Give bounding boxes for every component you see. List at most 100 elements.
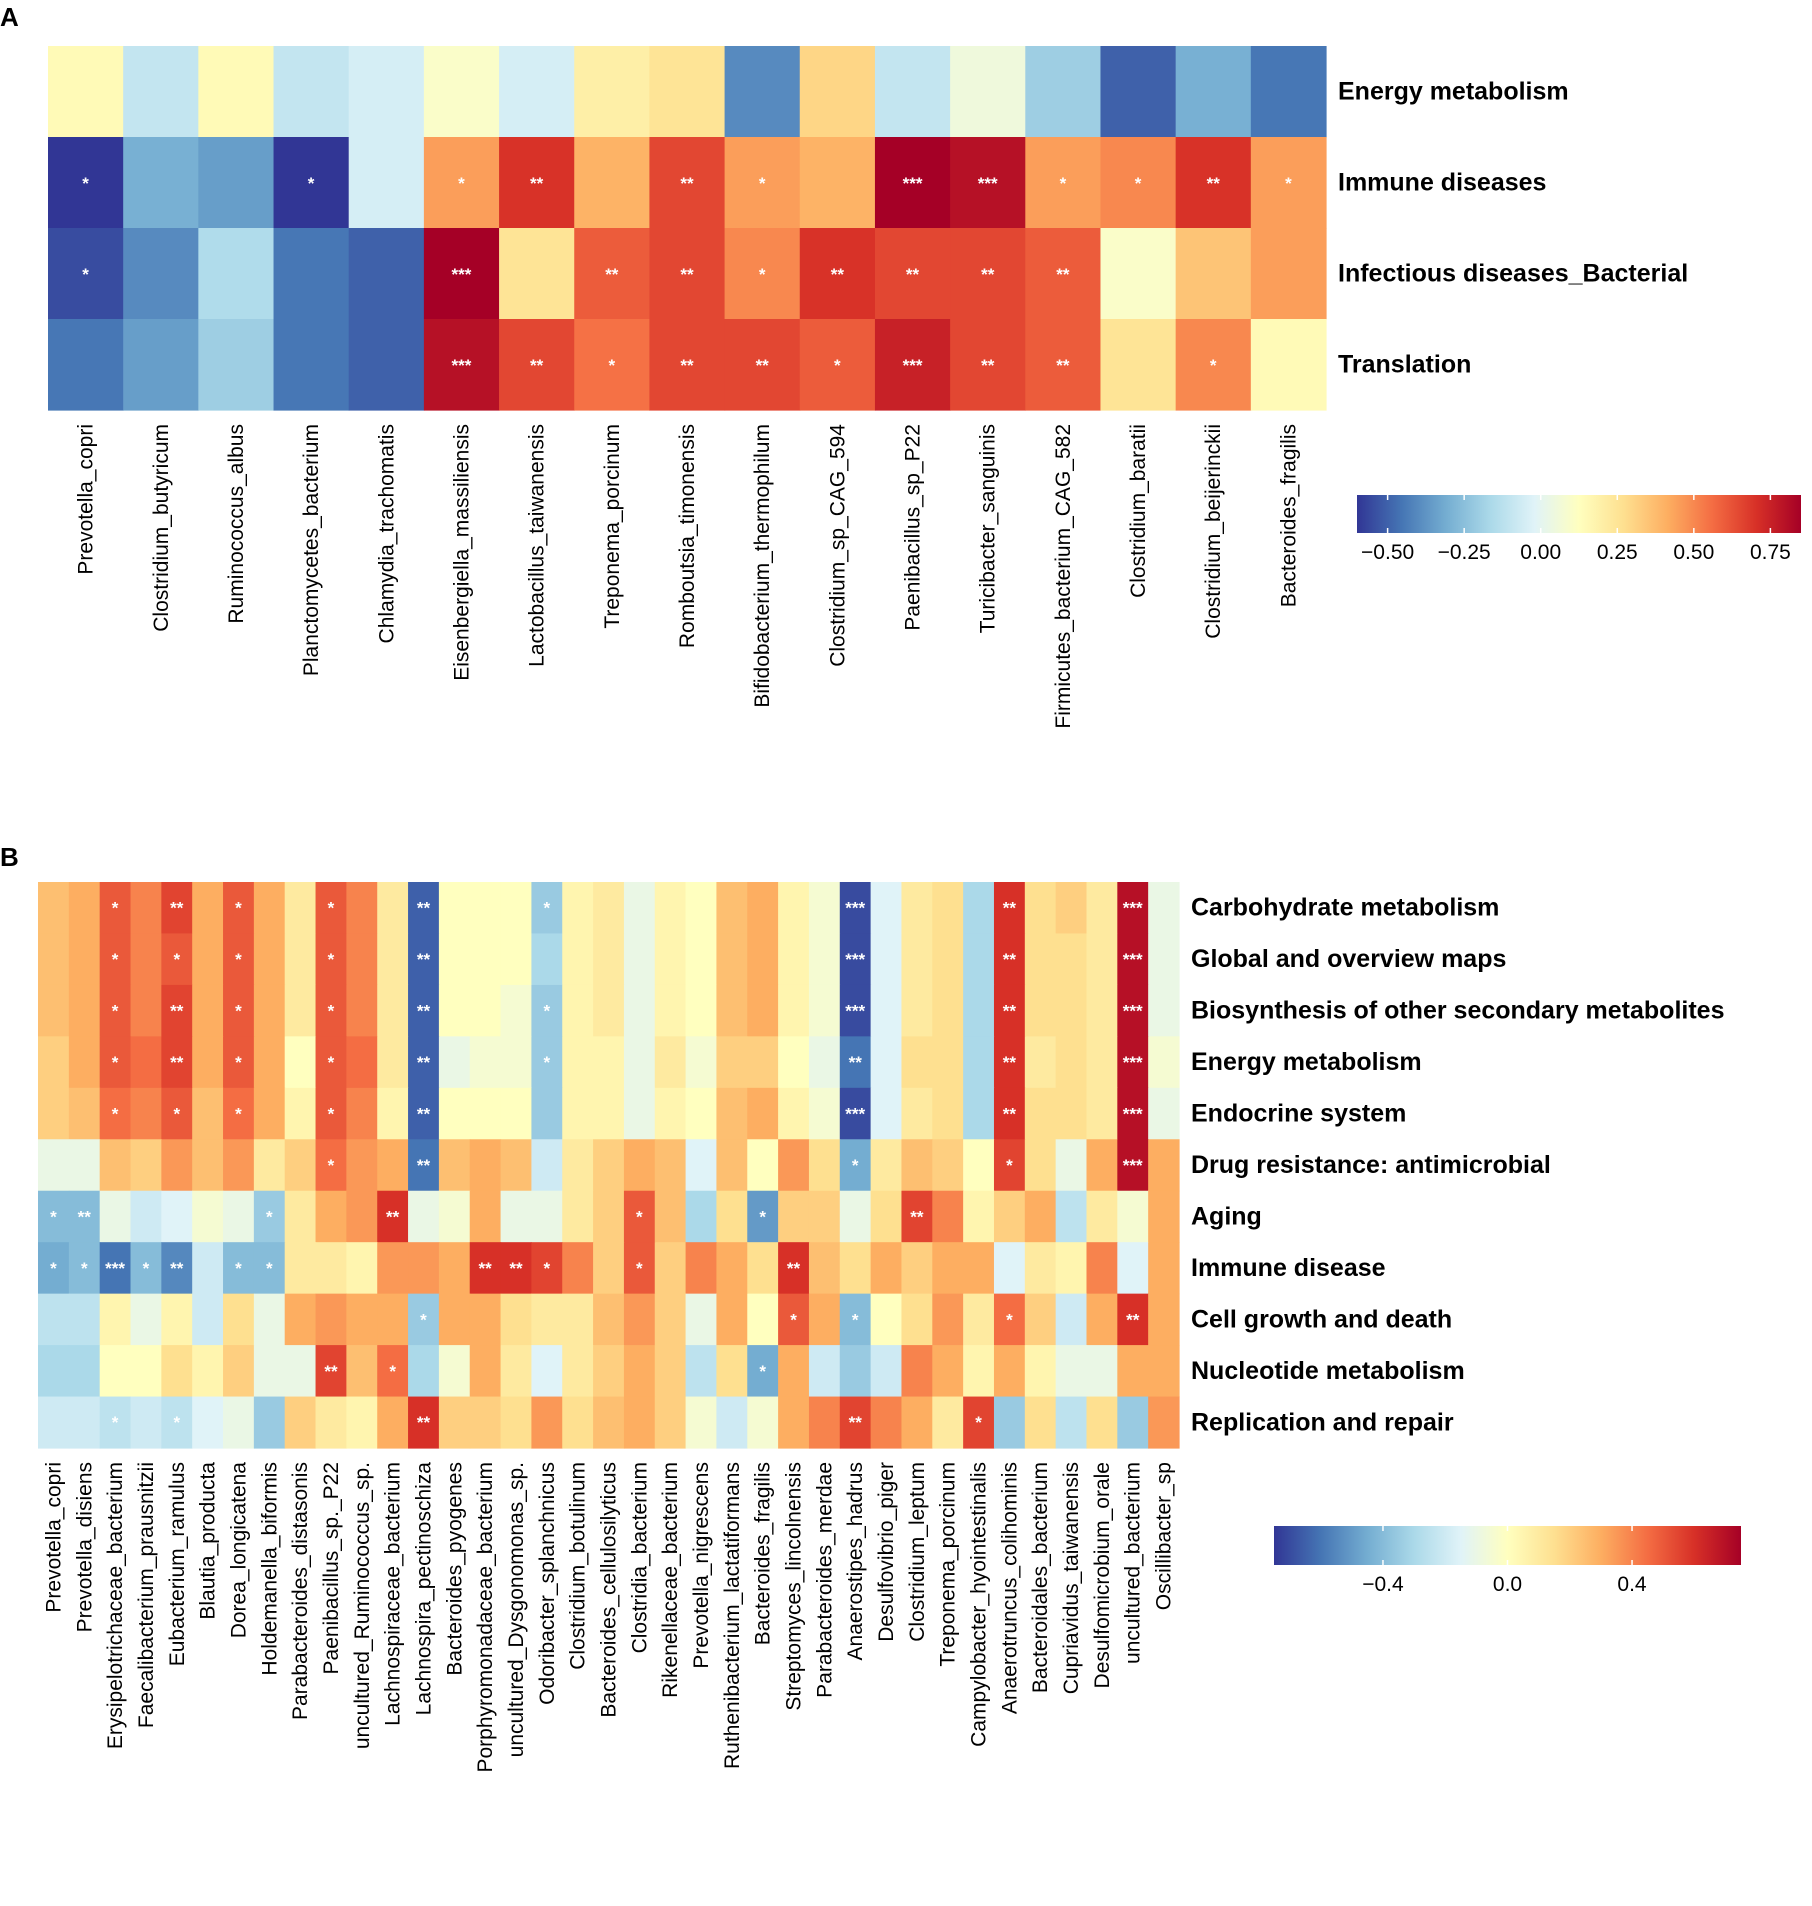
heatmap-cell-biosynthesis-of-other-secondary-metabolites-lachnospira-pectinoschiza bbox=[408, 984, 440, 1037]
heatmap-cell-aging-desulfovibrio-piger bbox=[870, 1190, 903, 1243]
significance-marker: * bbox=[389, 1362, 396, 1381]
heatmap-cell-nucleotide-metabolism-treponema-porcinum bbox=[932, 1345, 964, 1398]
heatmap-cell-drug-resistance-antimicrobial-holdemanella-biformis bbox=[253, 1139, 286, 1192]
heatmap-cell-drug-resistance-antimicrobial-campylobacter-hyointestinalis bbox=[963, 1139, 995, 1192]
column-label-rikenellaceae-bacterium: Rikenellaceae_bacterium bbox=[659, 1462, 682, 1698]
heatmap-cell-translation-clostridium-baratii bbox=[1100, 319, 1177, 411]
heatmap-cell-immune-diseases-lactobacillus-taiwanensis bbox=[499, 137, 575, 229]
significance-marker: * bbox=[235, 950, 242, 969]
heatmap-cell-global-and-overview-maps-uncultured-bacterium bbox=[1117, 933, 1149, 986]
heatmap-cell-cell-growth-and-death-rikenellaceae-bacterium bbox=[654, 1293, 687, 1346]
heatmap-cell-immune-diseases-eisenbergiella-massiliensis bbox=[423, 137, 500, 229]
heatmap-cell-aging-campylobacter-hyointestinalis bbox=[963, 1190, 995, 1243]
significance-marker: ** bbox=[530, 174, 544, 193]
heatmap-cell-replication-and-repair-oscillibacter-sp bbox=[1148, 1396, 1180, 1449]
heatmap-cell-energy-metabolism-eubacterium-ramulus bbox=[161, 1036, 193, 1089]
column-label-anaerotruncus-colihominis: Anaerotruncus_colihominis bbox=[998, 1462, 1021, 1714]
heatmap-cell-endocrine-system-faecalibacterium-prausnitzii bbox=[130, 1087, 162, 1140]
heatmap-cell-carbohydrate-metabolism-clostridia-bacterium bbox=[623, 882, 656, 935]
significance-marker: * bbox=[759, 265, 766, 284]
heatmap-cell-immune-disease-bacteroides-cellulosilyticus bbox=[593, 1242, 625, 1295]
heatmap-cell-nucleotide-metabolism-dorea-longicatena bbox=[223, 1345, 255, 1398]
column-label-oscillibacter-sp: Oscillibacter_sp bbox=[1153, 1462, 1176, 1610]
heatmap-cell-drug-resistance-antimicrobial-anaerostipes-hadrus bbox=[839, 1139, 872, 1192]
column-label-erysipelotrichaceae-bacterium: Erysipelotrichaceae_bacterium bbox=[104, 1462, 127, 1749]
heatmap-cell-drug-resistance-antimicrobial-uncultured-bacterium bbox=[1117, 1139, 1149, 1192]
column-label-clostridium-botulinum: Clostridium_botulinum bbox=[567, 1462, 590, 1670]
heatmap-cell-nucleotide-metabolism-prevotella-nigrescens bbox=[685, 1345, 718, 1398]
heatmap-cell-energy-metabolism-clostridium-baratii bbox=[1100, 46, 1177, 138]
significance-marker: * bbox=[235, 1259, 242, 1278]
heatmap-cell-immune-disease-treponema-porcinum bbox=[932, 1242, 964, 1295]
heatmap-cell-endocrine-system-prevotella-copri bbox=[38, 1087, 70, 1140]
heatmap-cell-translation-chlamydia-trachomatis bbox=[348, 319, 425, 411]
significance-marker: ** bbox=[78, 1207, 92, 1226]
heatmap-cell-drug-resistance-antimicrobial-bacteroidales-bacterium bbox=[1024, 1139, 1057, 1192]
significance-marker: * bbox=[759, 1207, 766, 1226]
heatmap-cell-nucleotide-metabolism-streptomyces-lincolnensis bbox=[778, 1345, 810, 1398]
heatmap-cell-aging-streptomyces-lincolnensis bbox=[778, 1190, 810, 1243]
heatmap-cell-immune-disease-anaerostipes-hadrus bbox=[839, 1242, 872, 1295]
heatmap-cell-aging-parabacteroides-distasonis bbox=[284, 1190, 317, 1243]
heatmap-cell-carbohydrate-metabolism-odoribacter-splanchnicus bbox=[531, 882, 563, 935]
heatmap-cell-energy-metabolism-turicibacter-sanguinis bbox=[950, 46, 1026, 138]
heatmap-cell-endocrine-system-parabacteroides-distasonis bbox=[284, 1087, 317, 1140]
significance-marker: ** bbox=[1126, 1310, 1140, 1329]
panel-a-label: A bbox=[0, 2, 19, 32]
heatmap-cell-nucleotide-metabolism-blautia-producta bbox=[192, 1345, 224, 1398]
heatmap-cell-energy-metabolism-clostridia-bacterium bbox=[623, 1036, 656, 1089]
column-label-prevotella-copri: Prevotella_copri bbox=[75, 424, 98, 575]
heatmap-cell-translation-bacteroides-fragilis bbox=[1250, 319, 1327, 411]
heatmap-cell-global-and-overview-maps-paenibacillus-sp-p22 bbox=[315, 933, 347, 986]
heatmap-cell-carbohydrate-metabolism-uncultured-dysgonomonas-sp bbox=[500, 882, 533, 935]
heatmap-cell-energy-metabolism-ruminococcus-albus bbox=[198, 46, 275, 138]
heatmap-cell-biosynthesis-of-other-secondary-metabolites-prevotella-disiens bbox=[68, 984, 101, 1037]
column-label-eubacterium-ramulus: Eubacterium_ramulus bbox=[166, 1462, 189, 1666]
column-label-eisenbergiella-massiliensis: Eisenbergiella_massiliensis bbox=[450, 424, 473, 681]
heatmap-cell-endocrine-system-clostridium-leptum bbox=[901, 1087, 933, 1140]
heatmap-cell-immune-diseases-chlamydia-trachomatis bbox=[348, 137, 425, 229]
significance-marker: * bbox=[112, 899, 119, 918]
heatmap-cell-energy-metabolism-parabacteroides-merdae bbox=[808, 1036, 841, 1089]
significance-marker: * bbox=[636, 1207, 643, 1226]
heatmap-cell-carbohydrate-metabolism-streptomyces-lincolnensis bbox=[778, 882, 810, 935]
column-label-lachnospira-pectinoschiza: Lachnospira_pectinoschiza bbox=[412, 1462, 435, 1716]
heatmap-cell-aging-parabacteroides-merdae bbox=[808, 1190, 841, 1243]
heatmap-cell-energy-metabolism-prevotella-nigrescens bbox=[685, 1036, 718, 1089]
heatmap-cell-global-and-overview-maps-bacteroidales-bacterium bbox=[1024, 933, 1057, 986]
significance-marker: ** bbox=[1003, 1105, 1017, 1124]
heatmap-cell-biosynthesis-of-other-secondary-metabolites-treponema-porcinum bbox=[932, 984, 964, 1037]
heatmap-cell-immune-disease-campylobacter-hyointestinalis bbox=[963, 1242, 995, 1295]
heatmap-cell-immune-disease-erysipelotrichaceae-bacterium bbox=[99, 1242, 132, 1295]
heatmap-cell-replication-and-repair-rikenellaceae-bacterium bbox=[654, 1396, 687, 1449]
heatmap-cell-aging-clostridium-leptum bbox=[901, 1190, 933, 1243]
heatmap-cell-endocrine-system-lachnospira-pectinoschiza bbox=[408, 1087, 440, 1140]
heatmap-cell-nucleotide-metabolism-ruthenibacterium-lactatiformans bbox=[716, 1345, 748, 1398]
significance-marker: * bbox=[50, 1259, 57, 1278]
heatmap-cell-infectious-diseases-bacterial-clostridium-beijerinckii bbox=[1175, 228, 1252, 320]
significance-marker: * bbox=[266, 1259, 273, 1278]
colorbar-tick-label: 0.00 bbox=[1520, 541, 1561, 564]
heatmap-cell-global-and-overview-maps-desulfomicrobium-orale bbox=[1086, 933, 1118, 986]
heatmap-cell-energy-metabolism-oscillibacter-sp bbox=[1148, 1036, 1180, 1089]
heatmap-cell-cell-growth-and-death-odoribacter-splanchnicus bbox=[531, 1293, 563, 1346]
heatmap-panel-b: * ** * * ** * *** ** **** * * * ** *** ** **** ** * * ** * **… bbox=[38, 882, 1724, 1773]
heatmap-cell-infectious-diseases-bacterial-eisenbergiella-massiliensis bbox=[423, 228, 500, 320]
significance-marker: * bbox=[975, 1413, 982, 1432]
heatmap-cell-endocrine-system-campylobacter-hyointestinalis bbox=[963, 1087, 995, 1140]
column-label-desulfovibrio-piger: Desulfovibrio_piger bbox=[875, 1462, 898, 1642]
column-label-clostridium-baratii: Clostridium_baratii bbox=[1127, 424, 1150, 598]
heatmap-cell-aging-anaerostipes-hadrus bbox=[839, 1190, 872, 1243]
heatmap-cell-energy-metabolism-uncultured-bacterium bbox=[1117, 1036, 1149, 1089]
heatmap-cell-global-and-overview-maps-bacteroides-pyogenes bbox=[438, 933, 471, 986]
heatmap-cell-immune-disease-porphyromonadaceae-bacterium bbox=[469, 1242, 502, 1295]
heatmap-cell-immune-diseases-treponema-porcinum bbox=[574, 137, 651, 229]
significance-marker: ** bbox=[170, 1259, 184, 1278]
column-label-treponema-porcinum: Treponema_porcinum bbox=[937, 1462, 960, 1667]
heatmap-cell-drug-resistance-antimicrobial-erysipelotrichaceae-bacterium bbox=[99, 1139, 132, 1192]
heatmap-cell-biosynthesis-of-other-secondary-metabolites-parabacteroides-merdae bbox=[808, 984, 841, 1037]
heatmap-cell-nucleotide-metabolism-prevotella-copri bbox=[38, 1345, 70, 1398]
heatmap-cell-immune-disease-odoribacter-splanchnicus bbox=[531, 1242, 563, 1295]
heatmap-cell-biosynthesis-of-other-secondary-metabolites-bacteroides-fragilis bbox=[747, 984, 779, 1037]
